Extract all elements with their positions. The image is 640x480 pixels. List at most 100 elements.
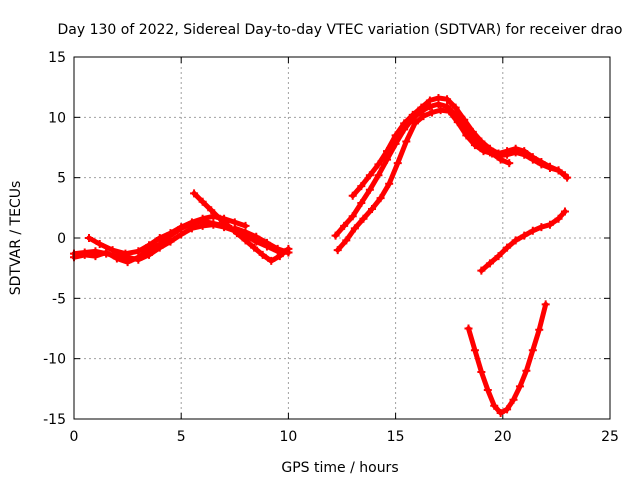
- data-point: [368, 205, 377, 214]
- data-point: [503, 405, 512, 414]
- data-point: [477, 367, 486, 376]
- y-axis-label: SDTVAR / TECUs: [8, 181, 24, 296]
- y-tick-label: 0: [57, 231, 66, 247]
- data-point: [485, 144, 494, 153]
- data-point: [494, 252, 503, 261]
- data-point: [528, 226, 537, 235]
- data-point: [451, 103, 460, 112]
- data-point: [515, 382, 524, 391]
- data-point: [462, 131, 471, 140]
- data-point: [494, 149, 503, 158]
- data-point: [520, 231, 529, 240]
- data-point: [554, 214, 563, 223]
- data-point: [453, 118, 462, 127]
- data-point: [374, 171, 383, 180]
- data-point: [464, 324, 473, 333]
- x-tick-label: 15: [387, 429, 405, 445]
- data-point: [85, 234, 94, 242]
- data-point: [528, 346, 537, 355]
- data-point: [198, 214, 207, 223]
- data-point: [342, 236, 351, 245]
- data-point: [511, 236, 520, 245]
- data-point: [425, 96, 434, 105]
- y-tick-label: -15: [43, 412, 66, 428]
- tick-layer: 0 5 10 15 20 25 -15 -10 -5 0 5 10 15: [43, 50, 619, 445]
- data-point: [434, 94, 443, 103]
- data-point: [445, 107, 454, 116]
- data-point: [509, 395, 518, 404]
- data-point: [348, 191, 357, 200]
- data-point: [350, 224, 359, 233]
- data-point: [250, 243, 259, 252]
- x-tick-label: 20: [494, 429, 512, 445]
- data-point: [80, 250, 89, 259]
- data-point: [477, 266, 486, 275]
- data-point: [383, 147, 392, 156]
- series-line-track-9: [478, 209, 568, 274]
- data-point: [554, 166, 563, 175]
- y-tick-label: 5: [57, 171, 66, 187]
- data-point: [545, 162, 554, 171]
- data-point: [376, 194, 385, 203]
- data-point: [402, 137, 411, 146]
- data-point: [91, 252, 100, 261]
- data-point: [177, 223, 186, 232]
- data-point: [331, 231, 340, 240]
- data-point: [460, 115, 469, 124]
- data-point: [374, 160, 383, 169]
- y-tick-label: -10: [43, 352, 66, 368]
- data-point: [436, 106, 445, 115]
- data-point: [190, 189, 199, 198]
- data-point: [145, 241, 154, 250]
- x-tick-label: 5: [177, 429, 186, 445]
- data-point: [408, 110, 417, 119]
- data-point: [112, 254, 121, 263]
- data-point: [443, 95, 452, 104]
- data-point: [511, 144, 520, 153]
- data-point: [207, 206, 216, 215]
- data-point: [477, 137, 486, 146]
- chart-title: Day 130 of 2022, Sidereal Day-to-day VTE…: [57, 22, 622, 38]
- data-point: [365, 185, 374, 194]
- data-point: [166, 229, 175, 238]
- data-point: [187, 218, 196, 227]
- data-point: [560, 207, 569, 216]
- data-point: [241, 227, 250, 236]
- data-point: [505, 159, 514, 168]
- data-point: [385, 179, 394, 188]
- data-point: [520, 147, 529, 156]
- data-point: [348, 212, 357, 221]
- data-point: [134, 247, 143, 256]
- series-layer: [70, 94, 572, 417]
- data-point: [410, 119, 419, 128]
- data-point: [470, 141, 479, 150]
- data-point: [483, 386, 492, 395]
- x-axis-label: GPS time / hours: [281, 460, 398, 476]
- data-point: [503, 243, 512, 252]
- data-point: [391, 131, 400, 140]
- data-point: [123, 258, 132, 267]
- data-point: [262, 238, 271, 247]
- y-tick-label: 10: [48, 110, 66, 126]
- data-point: [155, 234, 164, 242]
- data-point: [470, 346, 479, 355]
- data-point: [468, 127, 477, 136]
- data-point: [522, 366, 531, 375]
- data-point: [252, 232, 261, 241]
- data-point: [428, 108, 437, 117]
- data-point: [537, 223, 546, 232]
- series-line-track-6: [333, 101, 568, 239]
- data-point: [537, 157, 546, 166]
- data-point: [545, 220, 554, 229]
- x-tick-label: 25: [601, 429, 619, 445]
- data-point: [479, 147, 488, 156]
- data-point: [563, 173, 572, 182]
- data-point: [485, 259, 494, 268]
- data-point: [393, 159, 402, 168]
- data-point: [224, 221, 233, 230]
- data-point: [357, 182, 366, 191]
- data-point: [496, 155, 505, 164]
- data-point: [267, 256, 276, 265]
- plot-frame: [73, 56, 611, 420]
